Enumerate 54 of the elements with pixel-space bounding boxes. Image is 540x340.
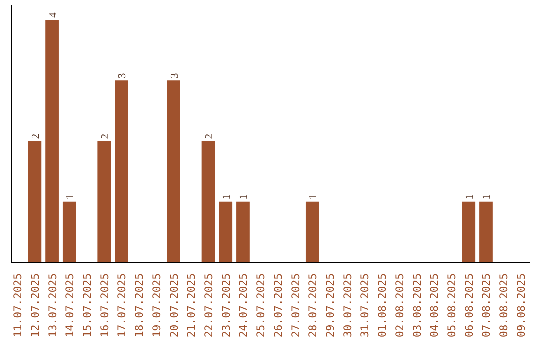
bar	[46, 20, 59, 262]
x-tick-label: 29.07.2025	[324, 274, 338, 338]
x-tick-label: 08.08.2025	[498, 274, 511, 338]
x-tick-label: 24.07.2025	[237, 274, 250, 338]
x-tick-label: 13.07.2025	[46, 274, 60, 338]
x-tick-label: 06.08.2025	[462, 274, 476, 338]
x-tick-label: 17.07.2025	[116, 274, 129, 338]
x-tick-label: 02.08.2025	[393, 274, 406, 338]
x-tick-label: 20.07.2025	[168, 274, 181, 338]
x-tick-label: 15.07.2025	[81, 274, 94, 338]
bar	[28, 141, 42, 262]
bar	[62, 202, 76, 262]
x-tick-label: 18.07.2025	[133, 274, 146, 338]
data-label: 3	[118, 73, 129, 79]
bar	[236, 202, 250, 262]
x-tick-label: 19.07.2025	[150, 274, 164, 338]
bar	[167, 80, 180, 262]
x-tick-label: 07.08.2025	[480, 274, 494, 338]
bar	[462, 202, 476, 262]
x-tick-label: 04.08.2025	[428, 274, 442, 338]
data-label: 1	[222, 194, 233, 200]
x-tick-label: 25.07.2025	[254, 274, 268, 338]
x-tick-label: 26.07.2025	[272, 274, 285, 338]
x-tick-label: 22.07.2025	[202, 274, 216, 338]
data-label: 1	[239, 194, 250, 200]
data-label: 1	[308, 194, 320, 200]
x-tick-label: 30.07.2025	[341, 274, 354, 338]
x-tick-label: 16.07.2025	[98, 274, 112, 338]
x-tick-label: 23.07.2025	[220, 274, 233, 338]
data-label: 4	[48, 12, 60, 18]
x-tick-label: 05.08.2025	[446, 274, 459, 338]
x-tick-label: 27.07.2025	[289, 274, 302, 338]
bar	[115, 80, 128, 262]
x-tick-label: 14.07.2025	[64, 274, 77, 338]
x-tick-label: 28.07.2025	[306, 274, 320, 338]
data-label: 2	[30, 134, 42, 140]
x-tick-label: 03.08.2025	[410, 274, 424, 338]
bar	[202, 141, 216, 262]
data-label: 3	[170, 73, 181, 79]
bar	[98, 141, 112, 262]
data-label: 1	[464, 194, 476, 200]
bar	[219, 202, 233, 262]
data-label: 2	[204, 134, 216, 140]
x-tick-label: 12.07.2025	[28, 274, 42, 338]
x-tick-label: 09.08.2025	[514, 274, 528, 338]
data-label: 1	[482, 194, 494, 200]
x-tick-label: 31.07.2025	[358, 274, 372, 338]
data-label: 1	[66, 194, 77, 200]
x-tick-label: 01.08.2025	[376, 274, 390, 338]
bar	[306, 202, 320, 262]
data-label: 2	[100, 134, 112, 140]
bar	[480, 202, 493, 262]
x-tick-label: 21.07.2025	[185, 274, 198, 338]
x-tick-label: 11.07.2025	[12, 274, 25, 338]
